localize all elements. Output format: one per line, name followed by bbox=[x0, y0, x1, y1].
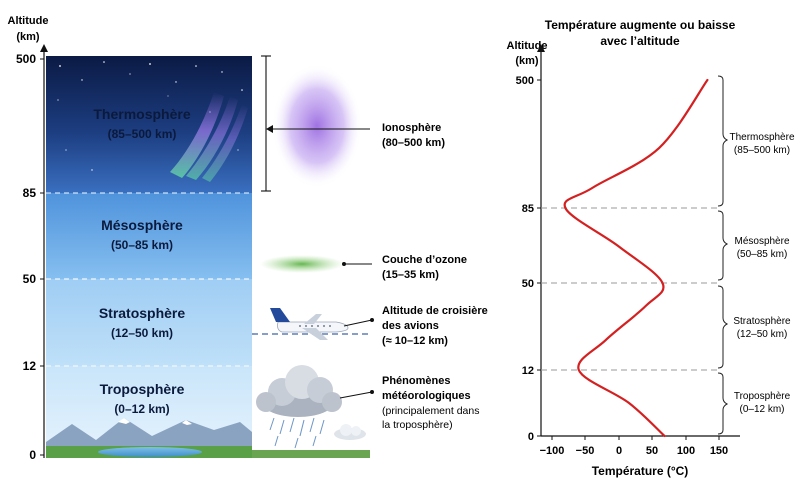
tick-500: 500 bbox=[16, 52, 36, 66]
x-ticks: −100 −50 0 50 100 150 bbox=[540, 436, 728, 457]
mesosphere-label: Mésosphère bbox=[101, 217, 183, 233]
axis-arrow-icon bbox=[40, 44, 48, 52]
weather-label-3: (principalement dans bbox=[382, 405, 479, 417]
chart-ylabel-1: Altitude bbox=[507, 40, 548, 52]
bracket-thermosphere bbox=[717, 75, 729, 207]
weather-label-1: Phénomènes bbox=[382, 375, 450, 387]
bracket-troposphere bbox=[717, 372, 729, 435]
bracket-range-mesosphere: (50–85 km) bbox=[737, 249, 788, 260]
temperature-curve bbox=[563, 78, 709, 438]
ionosphere-range: (80–500 km) bbox=[382, 137, 445, 149]
troposphere-label: Troposphère bbox=[100, 381, 185, 397]
atmosphere-column: Thermosphère (85–500 km) Mésosphère (50–… bbox=[46, 56, 252, 458]
x-tick-label: −100 bbox=[540, 445, 565, 457]
chart-title-1: Température augmente ou baisse bbox=[545, 18, 736, 32]
y-ticks: 0 12 50 85 500 bbox=[516, 75, 541, 443]
tick-12: 12 bbox=[23, 359, 37, 373]
cruise-label-2: des avions bbox=[382, 320, 439, 332]
thermosphere-range: (85–500 km) bbox=[108, 127, 177, 141]
bracket-label-mesosphere: Mésosphère bbox=[734, 236, 789, 247]
y-tick-label: 12 bbox=[522, 365, 534, 377]
bracket-label-stratosphere: Stratosphère bbox=[733, 316, 791, 327]
chart-xlabel: Température (°C) bbox=[592, 464, 689, 478]
ozone-range: (15–35 km) bbox=[382, 269, 439, 281]
temperature-chart: Température augmente ou baisse avec l’al… bbox=[507, 18, 795, 478]
y-tick-label: 0 bbox=[528, 431, 534, 443]
stratosphere-label: Stratosphère bbox=[99, 305, 186, 321]
ozone-layer-shape bbox=[260, 255, 344, 273]
bracket-range-stratosphere: (12–50 km) bbox=[737, 329, 788, 340]
airplane-group: Altitude de croisière des avions (≈ 10–1… bbox=[252, 305, 488, 347]
ionosphere-glow bbox=[272, 64, 362, 188]
weather-label-4: la troposphère) bbox=[382, 419, 453, 431]
bracket-label-thermosphere: Thermosphère bbox=[729, 132, 794, 143]
small-cloud-icon bbox=[334, 424, 366, 440]
layer-gridlines bbox=[541, 207, 720, 371]
airplane-icon bbox=[270, 308, 349, 340]
bracket-stratosphere bbox=[717, 285, 729, 369]
ozone-label: Couche d’ozone bbox=[382, 254, 467, 266]
ozone-group: Couche d’ozone (15–35 km) bbox=[260, 254, 467, 281]
landscape-decoration bbox=[46, 418, 252, 458]
altitude-axis-title-2: (km) bbox=[16, 31, 40, 43]
x-tick-label: −50 bbox=[576, 445, 595, 457]
troposphere-range: (0–12 km) bbox=[114, 402, 169, 416]
x-tick-label: 50 bbox=[646, 445, 658, 457]
bracket-mesosphere bbox=[717, 210, 729, 281]
chart-ylabel-2: (km) bbox=[515, 55, 539, 67]
tick-85: 85 bbox=[23, 186, 37, 200]
x-tick-label: 100 bbox=[677, 445, 695, 457]
tick-0: 0 bbox=[29, 448, 36, 462]
y-axis-arrow-icon bbox=[537, 44, 545, 52]
x-tick-label: 0 bbox=[616, 445, 622, 457]
cruise-label-1: Altitude de croisière bbox=[382, 305, 488, 317]
mesosphere-band bbox=[46, 193, 252, 279]
bracket-label-troposphere: Troposphère bbox=[734, 391, 791, 402]
stratosphere-band bbox=[46, 279, 252, 366]
stars-decoration bbox=[57, 61, 243, 171]
arrow-icon bbox=[266, 125, 273, 133]
weather-label-2: météorologiques bbox=[382, 390, 471, 402]
y-tick-label: 50 bbox=[522, 278, 534, 290]
cruise-range: (≈ 10–12 km) bbox=[382, 335, 448, 347]
stratosphere-range: (12–50 km) bbox=[111, 326, 173, 340]
rain-icon bbox=[269, 417, 325, 449]
ionosphere-label: Ionosphère bbox=[382, 122, 441, 134]
altitude-axis-title-1: Altitude bbox=[8, 15, 49, 27]
x-tick-label: 150 bbox=[710, 445, 728, 457]
y-tick-label: 85 bbox=[522, 203, 534, 215]
bracket-range-troposphere: (0–12 km) bbox=[739, 404, 784, 415]
layer-brackets bbox=[717, 75, 729, 435]
chart-title-2: avec l’altitude bbox=[600, 34, 680, 48]
y-tick-label: 500 bbox=[516, 75, 534, 87]
tick-50: 50 bbox=[23, 272, 37, 286]
left-axis: Altitude (km) 500 85 50 12 0 bbox=[8, 15, 49, 462]
bracket-range-thermosphere: (85–500 km) bbox=[734, 145, 790, 156]
weather-group: Phénomènes météorologiques (principaleme… bbox=[252, 365, 479, 458]
ionosphere-group: Ionosphère (80–500 km) bbox=[261, 55, 445, 192]
mesosphere-range: (50–85 km) bbox=[111, 238, 173, 252]
cloud-icon bbox=[256, 365, 342, 417]
ground-strip bbox=[252, 450, 370, 458]
aurora-decoration bbox=[170, 92, 248, 182]
thermosphere-label: Thermosphère bbox=[93, 106, 190, 122]
